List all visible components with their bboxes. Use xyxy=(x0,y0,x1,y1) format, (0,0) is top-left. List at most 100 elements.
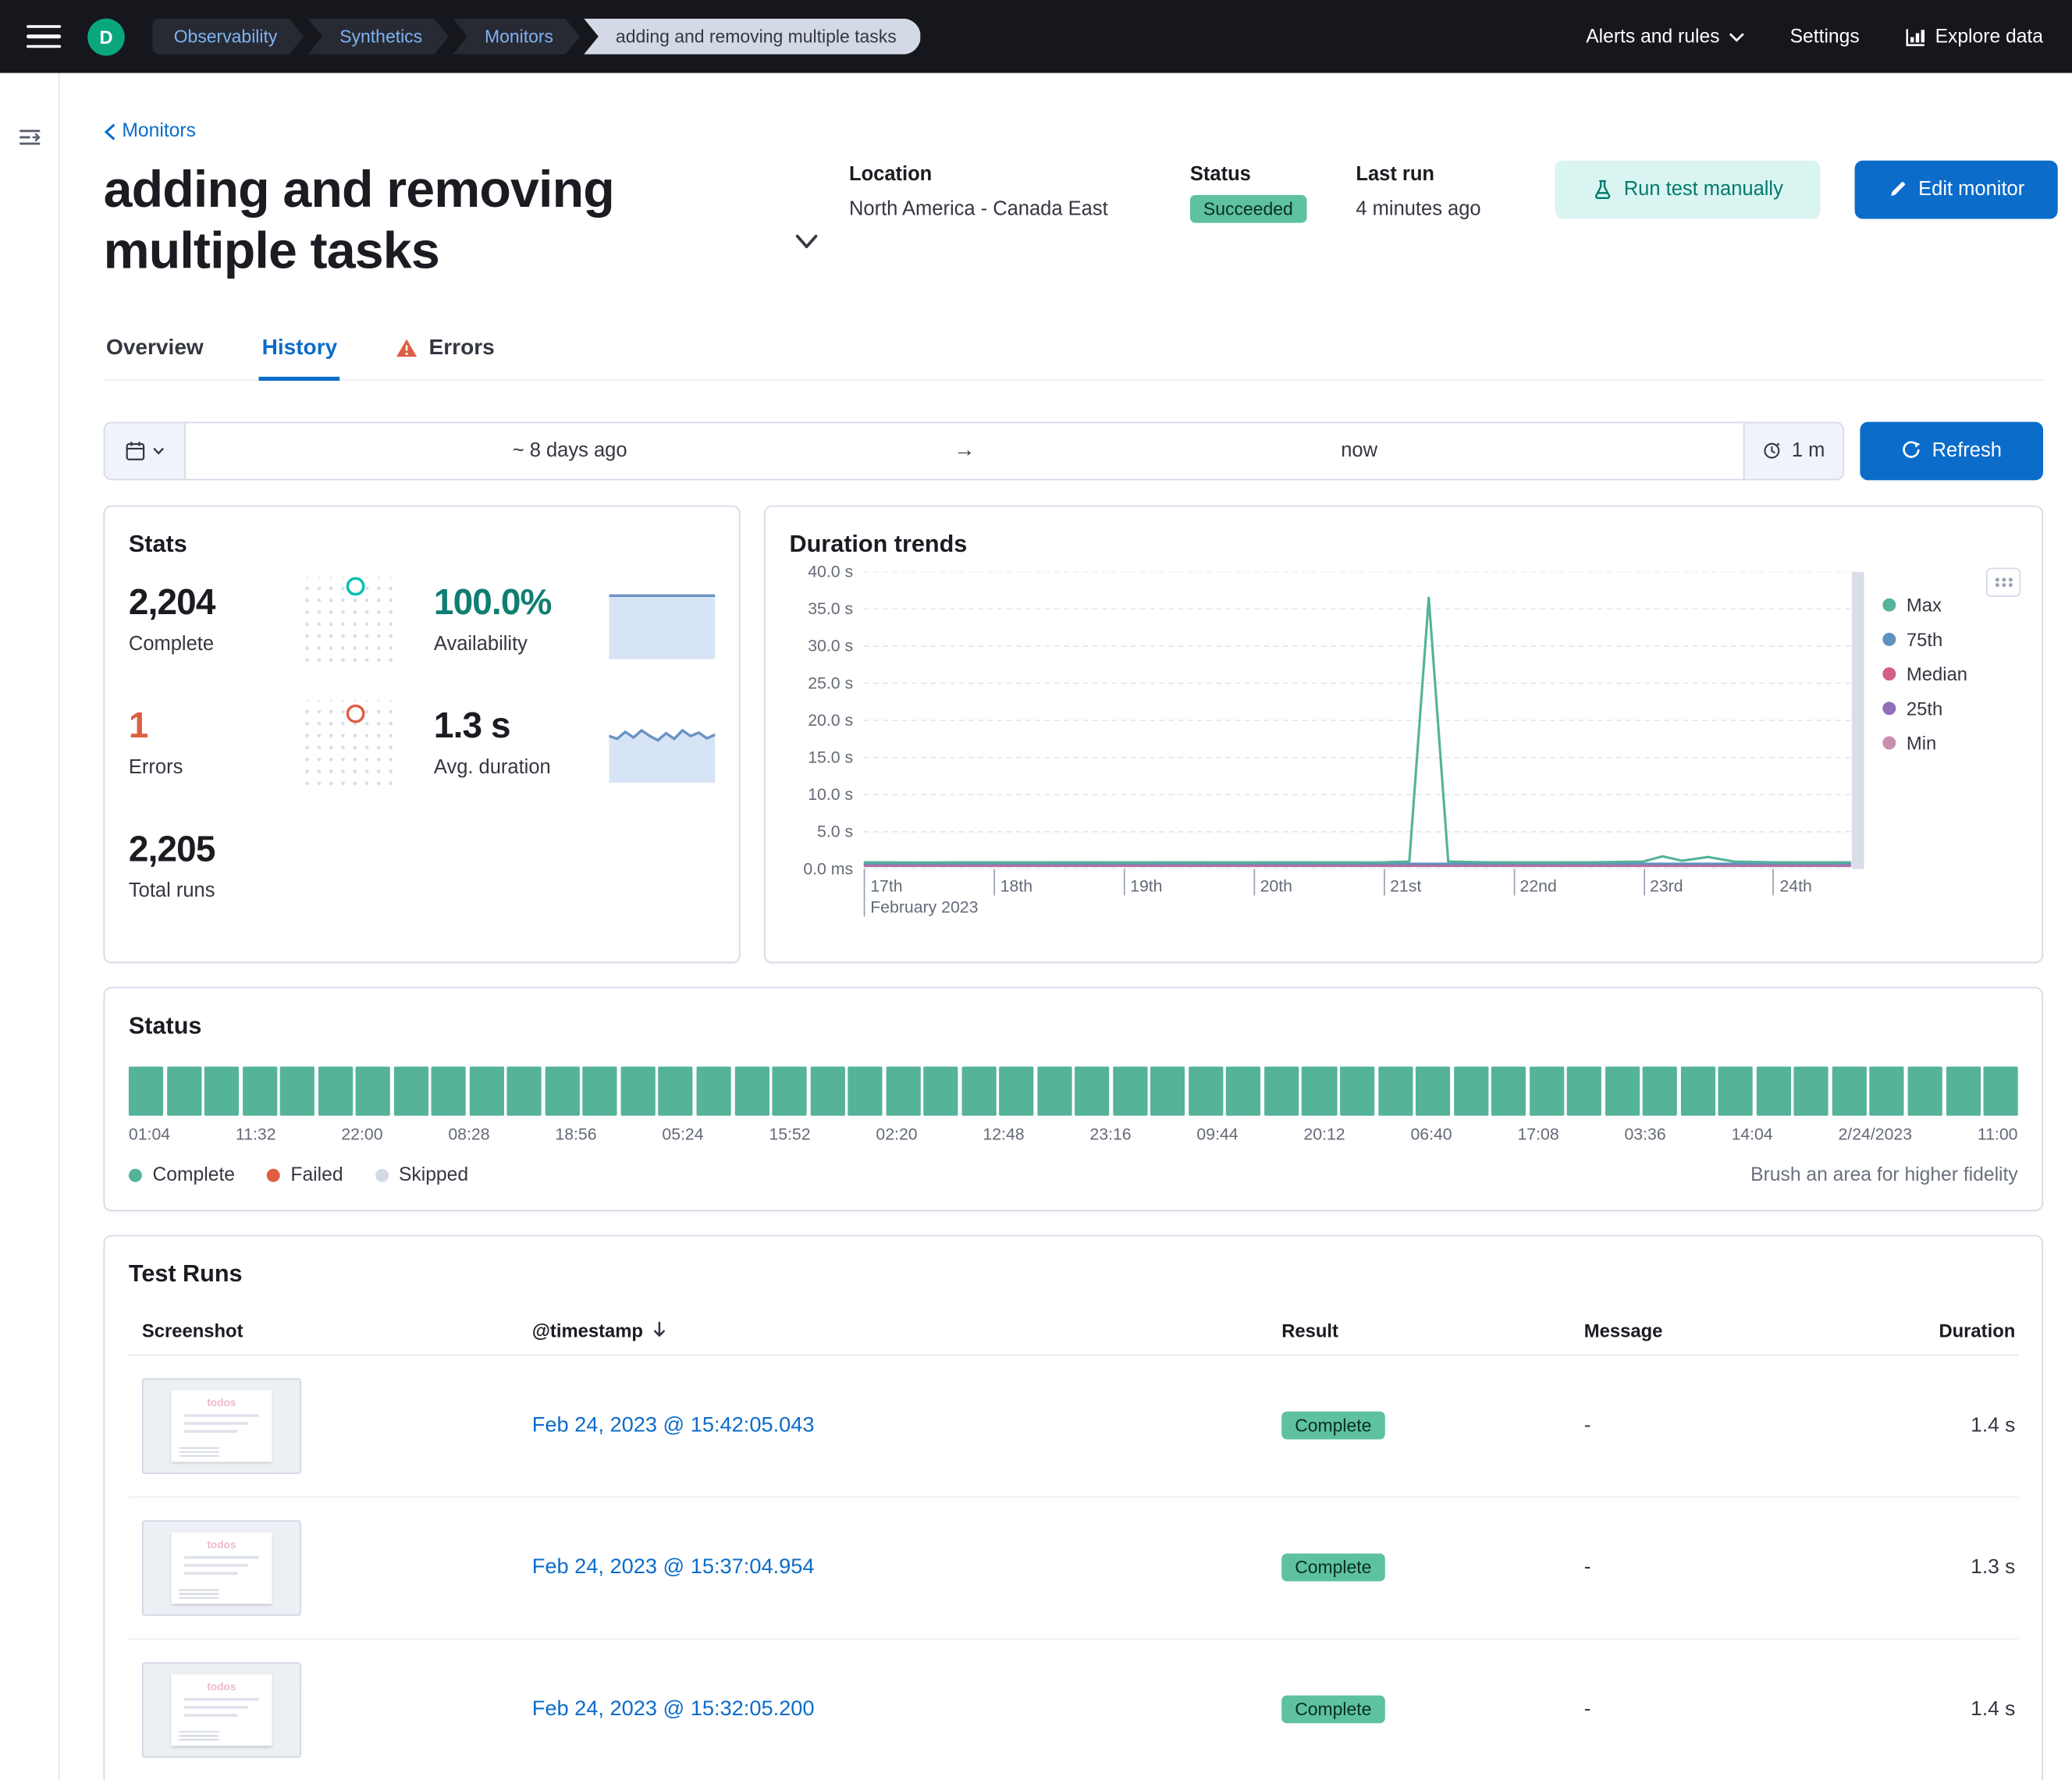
back-to-monitors-link[interactable]: Monitors xyxy=(104,121,196,142)
chart-options-icon[interactable] xyxy=(1985,567,2021,597)
status-tick-label: 11:32 xyxy=(235,1124,276,1143)
status-tick-label: 17:08 xyxy=(1517,1124,1559,1143)
status-tick-label: 03:36 xyxy=(1624,1124,1666,1143)
status-bar xyxy=(961,1065,997,1115)
tab-errors[interactable]: Errors xyxy=(393,335,498,378)
chevron-down-icon xyxy=(153,446,164,454)
refresh-interval-button[interactable]: 1 m xyxy=(1743,421,1844,480)
sort-down-icon xyxy=(653,1321,665,1337)
tab-overview[interactable]: Overview xyxy=(104,335,207,378)
screenshot-preview: todos xyxy=(171,1673,272,1746)
date-start-button[interactable]: ~ 8 days ago xyxy=(186,422,954,478)
test-run-timestamp-link[interactable]: Feb 24, 2023 @ 15:42:05.043 xyxy=(531,1413,815,1437)
duration-trends-chart[interactable]: 0.0 ms 5.0 s 10.0 s 15.0 s 20.0 s 25.0 s 30.0 … xyxy=(790,562,2018,919)
legend-label: 75th xyxy=(1906,627,1943,650)
message-cell: - xyxy=(1583,1555,1591,1579)
legend-item[interactable]: Min xyxy=(1882,725,2017,759)
status-bar xyxy=(1907,1065,1942,1115)
duration-trends-panel: Duration trends 0.0 ms 5.0 s 10.0 s 15.0 s 2… xyxy=(764,504,2044,963)
chart-marker-icon xyxy=(346,576,365,595)
status-panel: Status 01:04 11:32 22:00 08:28 18:56 05:24 15:… xyxy=(103,986,2043,1211)
stat-availability: 100.0% Availability xyxy=(434,574,601,697)
legend-item[interactable]: Median xyxy=(1882,656,2017,691)
tab-label: History xyxy=(261,335,338,359)
explore-data-link[interactable]: Explore data xyxy=(1904,26,2043,47)
tab-history[interactable]: History xyxy=(259,335,340,381)
legend-item[interactable]: 25th xyxy=(1882,691,2017,725)
status-bar xyxy=(1416,1065,1451,1115)
status-tick-label: 01:04 xyxy=(128,1124,171,1143)
status-bar xyxy=(848,1065,883,1115)
y-axis-tick-label: 5.0 s xyxy=(817,822,854,840)
edit-monitor-button[interactable]: Edit monitor xyxy=(1854,159,2058,219)
availability-sparkline xyxy=(609,577,716,662)
errors-dot-chart xyxy=(298,699,397,787)
status-bar xyxy=(1453,1065,1488,1115)
date-end-button[interactable]: now xyxy=(976,422,1743,478)
status-legend-item[interactable]: Complete xyxy=(128,1164,236,1185)
y-axis-tick-label: 35.0 s xyxy=(808,599,854,618)
y-axis-tick-label: 20.0 s xyxy=(808,710,854,730)
header-nav: Alerts and rules Settings Explore data xyxy=(1586,26,2043,47)
breadcrumb-item[interactable]: Observability xyxy=(153,19,304,55)
legend-dot-icon xyxy=(375,1167,389,1181)
status-timeline[interactable] xyxy=(128,1065,2018,1115)
column-timestamp[interactable]: @timestamp xyxy=(532,1320,1282,1341)
settings-link[interactable]: Settings xyxy=(1789,26,1860,48)
legend-dot-icon xyxy=(1882,632,1896,646)
breadcrumb: Observability Synthetics Monitors adding an… xyxy=(148,18,921,55)
status-bar xyxy=(696,1065,731,1115)
chevron-down-icon[interactable] xyxy=(794,200,819,282)
refresh-button[interactable]: Refresh xyxy=(1860,421,2043,480)
breadcrumb-item[interactable]: Monitors xyxy=(453,19,580,55)
thumbnail-app-title: todos xyxy=(207,1680,236,1693)
chart-legend: Max 75th Median 25th Min xyxy=(1864,571,2018,918)
breadcrumb-item[interactable]: Synthetics xyxy=(307,19,449,55)
total-runs-value: 2,205 xyxy=(128,828,215,869)
y-axis-tick-label: 0.0 ms xyxy=(803,858,854,878)
date-range: ~ 8 days ago → now xyxy=(186,421,1745,480)
availability-label: Availability xyxy=(433,632,528,655)
expand-nav-icon[interactable] xyxy=(18,126,41,149)
legend-label: 25th xyxy=(1906,697,1943,719)
duration-sparkline xyxy=(609,700,716,785)
status-legend-item[interactable]: Skipped xyxy=(375,1164,468,1185)
status-label: Status xyxy=(1189,162,1251,186)
y-axis-tick-label: 30.0 s xyxy=(808,636,854,655)
complete-dot-chart xyxy=(298,576,397,664)
y-axis-labels: 0.0 ms 5.0 s 10.0 s 15.0 s 20.0 s 25.0 s 30.0 … xyxy=(790,562,864,878)
status-bar xyxy=(809,1065,845,1115)
test-run-row: todos Feb 24, 2023 @ 15:42:05.043 Complete… xyxy=(128,1355,2018,1498)
screenshot-thumbnail[interactable]: todos xyxy=(141,1377,301,1473)
test-run-timestamp-link[interactable]: Feb 24, 2023 @ 15:32:05.200 xyxy=(531,1697,815,1721)
screenshot-thumbnail[interactable]: todos xyxy=(141,1519,301,1615)
stats-title: Stats xyxy=(128,530,187,557)
legend-item[interactable]: Max xyxy=(1882,587,2017,621)
test-run-timestamp-link[interactable]: Feb 24, 2023 @ 15:37:04.954 xyxy=(531,1555,815,1579)
menu-icon[interactable] xyxy=(27,24,62,48)
legend-label: Complete xyxy=(152,1164,236,1185)
arrow-right-icon: → xyxy=(954,438,976,461)
legend-dot-icon xyxy=(1882,666,1896,680)
screenshot-thumbnail[interactable]: todos xyxy=(141,1661,301,1757)
legend-item[interactable]: 75th xyxy=(1882,621,2017,656)
status-bar xyxy=(545,1065,580,1115)
run-test-button[interactable]: Run test manually xyxy=(1555,159,1821,219)
legend-label: Failed xyxy=(290,1164,343,1185)
alerts-and-rules-menu[interactable]: Alerts and rules xyxy=(1586,26,1745,47)
refresh-label: Refresh xyxy=(1932,439,2002,462)
warning-icon xyxy=(396,338,418,357)
x-axis-labels: 17th February 2023 18th 19th 20th 21st 22nd 23r… xyxy=(863,868,1864,919)
status-bar xyxy=(1605,1065,1640,1115)
message-cell: - xyxy=(1583,1697,1591,1721)
status-bar xyxy=(620,1065,656,1115)
date-quick-select-button[interactable] xyxy=(103,421,186,480)
status-legend-item[interactable]: Failed xyxy=(266,1164,343,1185)
avatar[interactable]: D xyxy=(87,17,125,55)
status-badge: Succeeded xyxy=(1189,194,1306,222)
edit-monitor-label: Edit monitor xyxy=(1918,177,2025,201)
status-tick-label: 2/24/2023 xyxy=(1838,1124,1913,1143)
status-bar xyxy=(1680,1065,1715,1115)
errors-label: Errors xyxy=(128,755,183,779)
status-timeline-ticks: 01:04 11:32 22:00 08:28 18:56 05:24 15:52 02:20… xyxy=(129,1124,2018,1143)
